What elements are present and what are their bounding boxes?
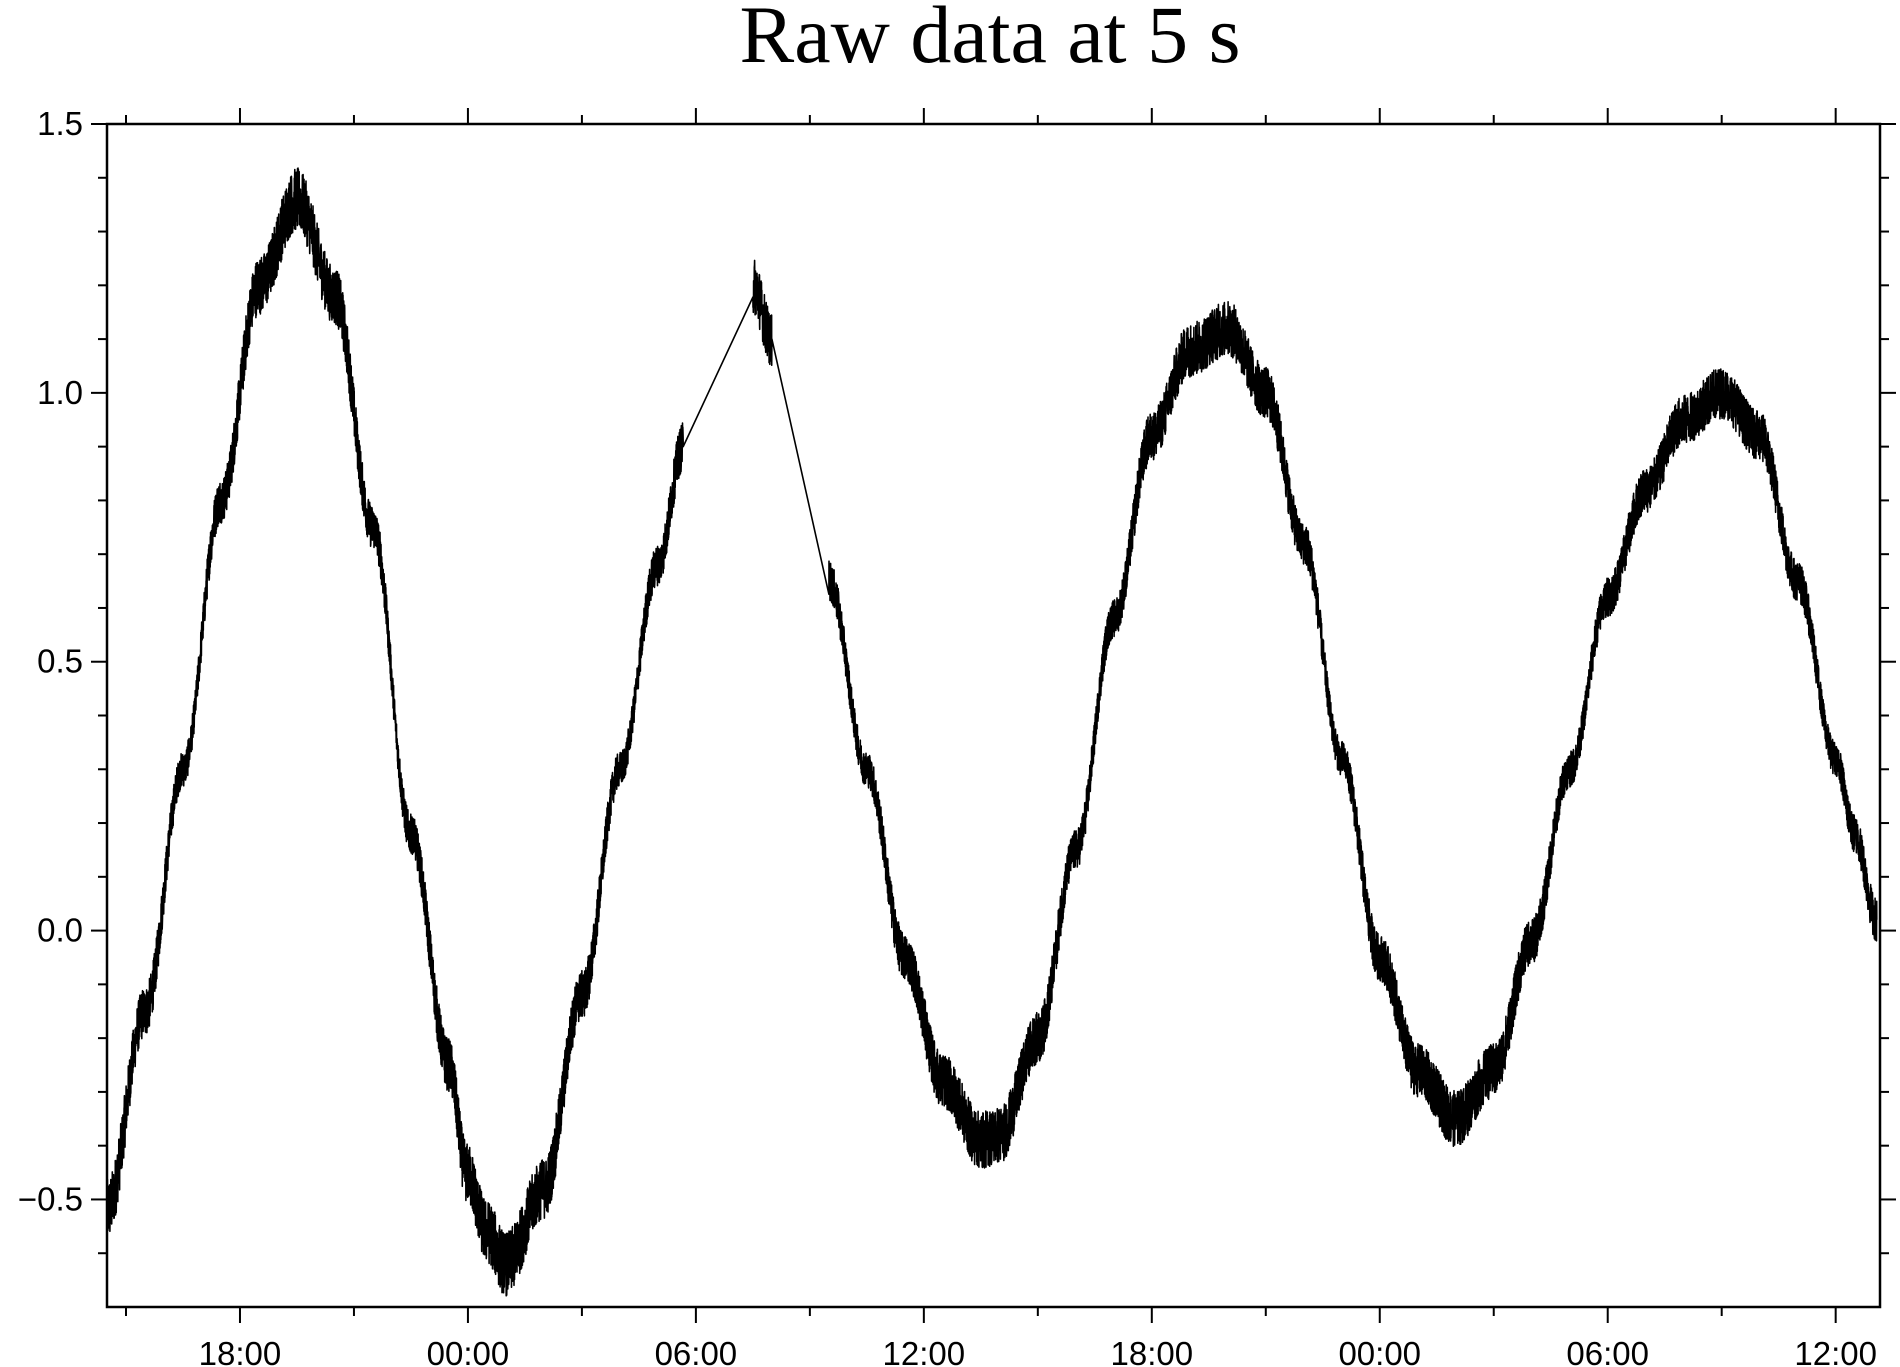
axes: 18:00 00:00 06:00 12:00 18:00 00:00 06:00 12:00… [18,105,1896,1367]
x-tick-label: 06:00 [655,1335,738,1367]
x-tick-label: 06:00 [1566,1335,1649,1367]
y-tick-label: 1.5 [37,105,83,142]
y-tick-label: 0.5 [37,643,83,680]
x-tick-label: 12:00 [1794,1335,1877,1367]
x-tick-label: 00:00 [1338,1335,1421,1367]
chart-title: Raw data at 5 s [740,0,1241,80]
y-tick-label: 0.0 [37,912,83,949]
plot-area [106,167,1878,1297]
x-tick-label: 18:00 [1111,1335,1194,1367]
x-tick-label: 00:00 [427,1335,510,1367]
y-tick-label: −0.5 [18,1180,83,1217]
x-tick-label: 12:00 [883,1335,966,1367]
data-series-line [106,167,1878,1297]
y-tick-label: 1.0 [37,374,83,411]
x-tick-label: 18:00 [199,1335,282,1367]
